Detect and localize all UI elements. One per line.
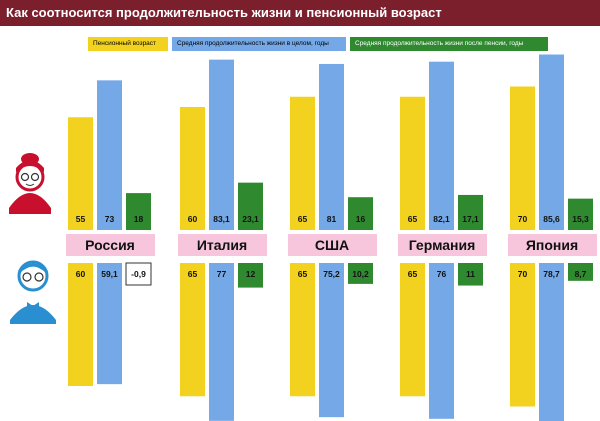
value-label-men: 65 [408,269,418,279]
bar-women-after_retirement [126,193,151,230]
value-label-women: 60 [188,214,198,224]
value-label-women: 81 [327,214,337,224]
bar-women-life_expectancy [429,61,454,230]
bar-men-retirement_age [68,263,93,386]
bar-men-life_expectancy [539,263,564,421]
value-label-women: 18 [134,214,144,224]
title-bar: Как соотносится продолжительность жизни … [0,0,600,26]
country-label-box [288,234,377,256]
bar-men-after_retirement [458,263,483,286]
bar-women-life_expectancy [97,80,122,230]
bar-men-life_expectancy [97,263,122,385]
bar-men-life_expectancy [209,263,234,421]
bar-women-life_expectancy [319,63,344,231]
value-label-women: 16 [356,214,366,224]
value-label-women: 65 [298,214,308,224]
bar-women-retirement_age [180,107,205,230]
value-label-women: 55 [76,214,86,224]
value-label-men: 11 [466,269,475,279]
bar-women-retirement_age [510,86,535,230]
value-label-women: 83,1 [213,214,230,224]
bar-men-retirement_age [290,263,315,397]
value-label-women: 65 [408,214,418,224]
value-label-men: 8,7 [575,269,587,279]
bar-men-retirement_age [180,263,205,397]
value-label-men: 12 [246,269,256,279]
bar-men-after_retirement [568,263,593,281]
value-label-men: 78,7 [543,269,560,279]
value-label-men: -0,9 [131,269,146,279]
bar-women-after_retirement [568,198,593,230]
bar-women-after_retirement [458,194,483,230]
legend-life-expectancy: Средняя продолжительность жизни в целом,… [172,37,346,51]
country-label-box [508,234,597,256]
value-label-women: 85,6 [543,214,560,224]
country-label-box [398,234,487,256]
bar-men-retirement_age [510,263,535,407]
country-label: Япония [526,237,578,253]
legend-retirement: Пенсионный возраст [88,37,168,51]
value-label-men: 76 [437,269,447,279]
bar-women-life_expectancy [539,54,564,230]
bar-women-after_retirement [238,182,263,230]
bar-women-after_retirement [348,197,373,230]
value-label-women: 23,1 [242,214,259,224]
bar-women-life_expectancy [209,59,234,230]
grandma-icon [9,153,51,214]
value-label-men: 75,2 [323,269,340,279]
grandpa-icon [10,260,56,324]
country-label: США [315,237,349,253]
value-label-women: 82,1 [433,214,450,224]
bar-women-retirement_age [68,117,93,230]
value-label-men: 59,1 [101,269,118,279]
value-label-women: 73 [105,214,115,224]
value-label-men: 77 [217,269,227,279]
value-label-women: 17,1 [462,214,479,224]
value-label-women: 70 [518,214,528,224]
chart-title: Как соотносится продолжительность жизни … [6,5,442,20]
country-label: Германия [409,237,476,253]
legend-after-retirement: Средняя продолжительность жизни после пе… [350,37,548,51]
country-label: Италия [197,237,247,253]
country-label-box [66,234,155,256]
bar-men-after_retirement [125,262,152,286]
country-label-box [178,234,267,256]
value-label-men: 65 [188,269,198,279]
value-label-men: 65 [298,269,308,279]
bar-women-retirement_age [400,96,425,230]
bar-men-after_retirement [348,263,373,284]
bar-men-life_expectancy [429,263,454,419]
country-label: Россия [85,237,135,253]
value-label-men: 10,2 [352,269,369,279]
value-label-men: 70 [518,269,528,279]
value-label-men: 60 [76,269,86,279]
bar-women-retirement_age [290,96,315,230]
bar-men-after_retirement [238,263,263,288]
value-label-women: 15,3 [572,214,589,224]
bar-men-life_expectancy [319,263,344,418]
bar-men-retirement_age [400,263,425,397]
